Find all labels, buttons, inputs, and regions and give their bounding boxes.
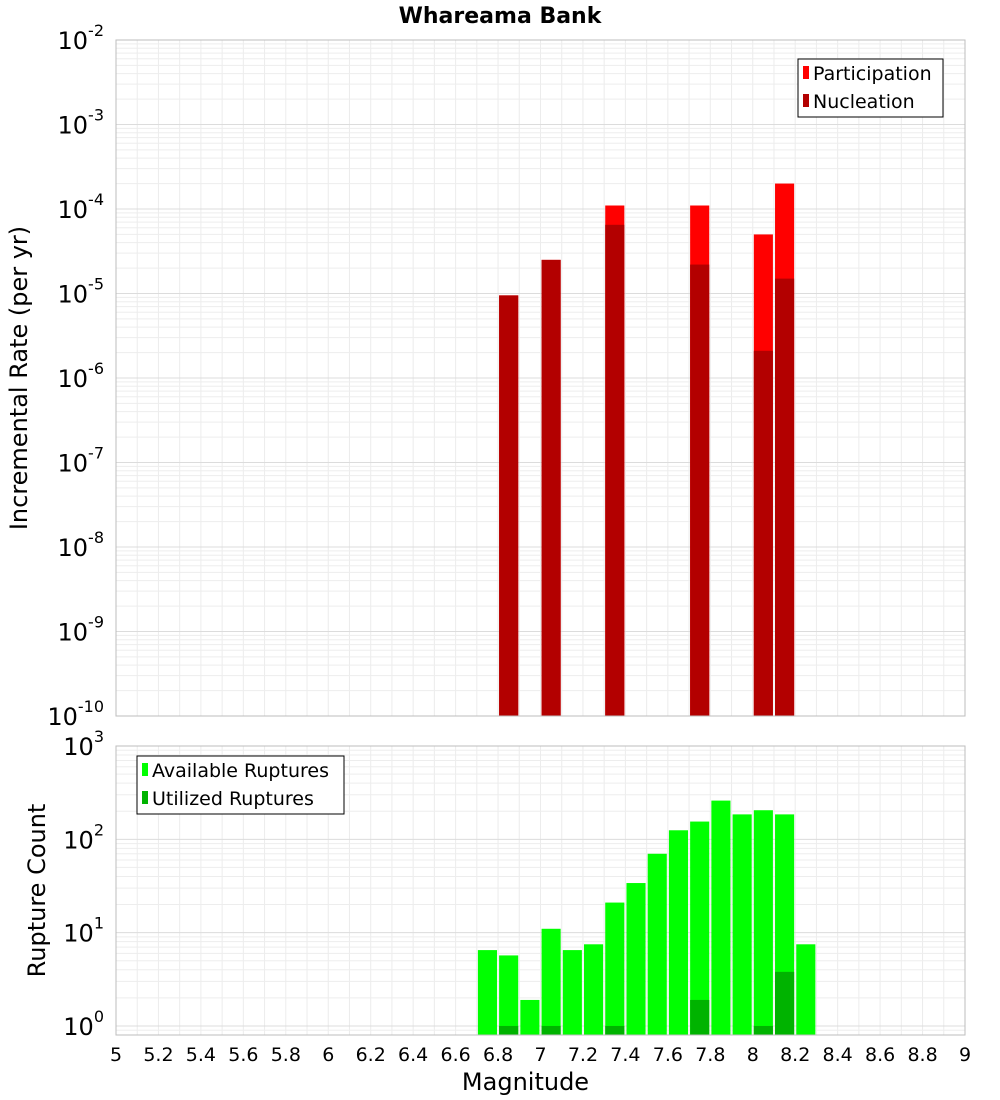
rate-legend-box — [797, 58, 944, 118]
rate-bar — [605, 224, 625, 716]
count-bar — [753, 810, 773, 1035]
x-tick-label: 7.8 — [695, 1044, 725, 1066]
count-bar — [711, 800, 731, 1035]
rate-bar — [775, 278, 795, 716]
x-tick-label: 5 — [110, 1044, 122, 1066]
x-tick-label: 5.8 — [271, 1044, 301, 1066]
count-bar — [668, 830, 689, 1035]
x-tick-label: 8.6 — [865, 1044, 895, 1066]
count-y-tick-label: 102 — [63, 820, 104, 854]
rate-y-axis-label: Incremental Rate (per yr) — [5, 226, 33, 530]
x-tick-label: 8.8 — [907, 1044, 937, 1066]
x-tick-label: 5.2 — [143, 1044, 173, 1066]
count-bar — [753, 1025, 773, 1035]
rate-bar — [690, 264, 710, 716]
x-tick-label: 8.4 — [823, 1044, 853, 1066]
count-bar — [690, 821, 710, 1035]
rate-grid — [115, 40, 966, 717]
x-tick-label: 6.2 — [356, 1044, 386, 1066]
x-tick-label: 6.8 — [483, 1044, 513, 1066]
count-series-primary — [477, 800, 816, 1035]
rate-legend: Participation Nucleation — [797, 58, 944, 118]
count-legend: Available Ruptures Utilized Ruptures — [136, 755, 345, 815]
count-bar — [499, 955, 519, 1035]
x-tick-label: 8.2 — [780, 1044, 810, 1066]
count-legend-label: Utilized Ruptures — [152, 788, 314, 810]
count-bar — [584, 944, 604, 1035]
x-tick-label: 6 — [322, 1044, 334, 1066]
count-bar — [796, 944, 816, 1035]
count-bar — [690, 999, 710, 1035]
rate-y-tick-label: 10-8 — [58, 528, 105, 562]
x-tick-label: 5.6 — [228, 1044, 258, 1066]
count-bar — [541, 1025, 561, 1035]
x-tick-label: 5.4 — [186, 1044, 216, 1066]
count-legend-label: Available Ruptures — [152, 760, 329, 782]
rate-bar — [753, 350, 773, 716]
x-tick-label: 6.6 — [440, 1044, 470, 1066]
rate-y-tick-label: 10-9 — [58, 613, 105, 647]
rate-legend-swatch — [803, 66, 809, 79]
rate-legend-label: Participation — [813, 63, 932, 85]
x-tick-label: 7.2 — [568, 1044, 598, 1066]
count-y-axis-label: Rupture Count — [23, 804, 51, 978]
count-bar — [605, 1025, 625, 1035]
rate-y-tick-label: 10-5 — [58, 275, 105, 309]
count-bar — [626, 883, 646, 1035]
x-tick-label: 6.4 — [398, 1044, 428, 1066]
rate-legend-swatch — [803, 94, 809, 107]
rate-y-tick-label: 10-7 — [58, 444, 105, 478]
count-bar — [499, 1025, 519, 1035]
rate-plot-border — [115, 39, 966, 717]
count-bar — [477, 950, 497, 1035]
x-tick-label: 7.6 — [653, 1044, 683, 1066]
count-legend-swatch — [142, 791, 148, 804]
rate-bar — [541, 259, 561, 716]
x-tick-label: 7.4 — [610, 1044, 640, 1066]
count-bar — [520, 999, 540, 1035]
rate-bar — [499, 295, 519, 716]
rate-y-tick-label: 10-6 — [58, 359, 105, 393]
rate-y-tick-label: 10-4 — [58, 190, 105, 224]
count-bar — [647, 853, 667, 1035]
x-tick-label: 8 — [747, 1044, 759, 1066]
count-bar — [541, 928, 561, 1035]
rate-y-tick-label: 10-2 — [58, 21, 105, 55]
count-legend-swatch — [142, 763, 148, 776]
chart-title: Whareama Bank — [399, 4, 603, 29]
count-bar — [775, 971, 795, 1035]
x-tick-label: 7 — [534, 1044, 546, 1066]
count-series-secondary — [499, 971, 795, 1035]
count-plot-border — [115, 745, 966, 1036]
count-bar — [562, 950, 582, 1035]
count-y-tick-label: 103 — [63, 727, 104, 761]
rate-series-secondary — [499, 224, 795, 716]
rate-legend-label: Nucleation — [813, 91, 915, 113]
x-tick-label: 9 — [959, 1044, 971, 1066]
count-legend-box — [136, 755, 345, 815]
rate-y-tick-label: 10-3 — [58, 106, 105, 140]
count-bar — [732, 814, 752, 1035]
count-bar — [605, 902, 625, 1035]
count-y-tick-label: 100 — [63, 1007, 104, 1041]
count-y-tick-label: 101 — [63, 914, 104, 948]
x-axis-label: Magnitude — [462, 1068, 589, 1096]
rate-y-tick-label: 10-10 — [47, 697, 104, 731]
